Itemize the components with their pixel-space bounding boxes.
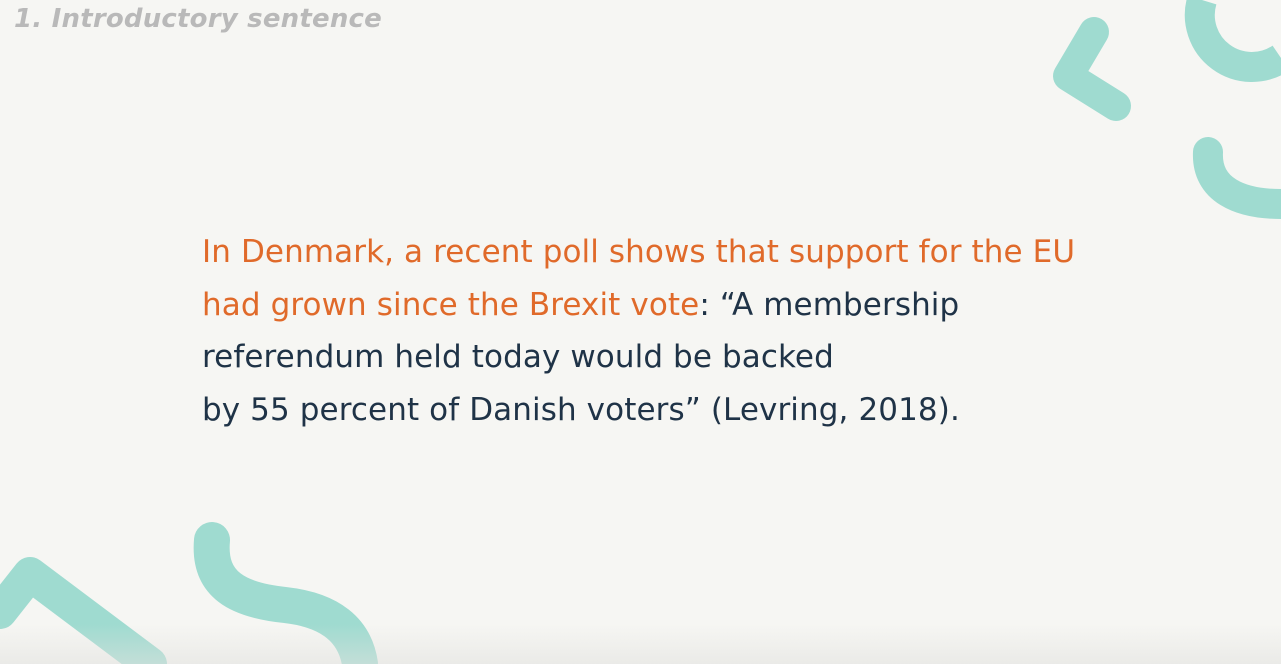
quote-line: In Denmark, a recent poll shows that sup…: [202, 226, 1202, 279]
quote-line: had grown since the Brexit vote: “A memb…: [202, 279, 1202, 332]
slide-title: 1. Introductory sentence: [14, 4, 383, 34]
chevron-shape: [1053, 17, 1131, 121]
chevron-shape: [0, 557, 167, 664]
quote-text: In Denmark, a recent poll shows that sup…: [202, 226, 1202, 436]
highlighted-text: had grown since the Brexit vote: [202, 286, 700, 323]
quote-line: by 55 percent of Danish voters” (Levring…: [202, 391, 960, 428]
quote-line: referendum held today would be backed: [202, 339, 834, 375]
squiggle-shape: [193, 522, 378, 664]
curve-shape: [1193, 137, 1281, 219]
highlighted-text: In Denmark, a recent poll shows that sup…: [202, 234, 1076, 270]
arc-shape: [1184, 0, 1281, 82]
quote-text-segment: : “A membership: [699, 286, 960, 323]
